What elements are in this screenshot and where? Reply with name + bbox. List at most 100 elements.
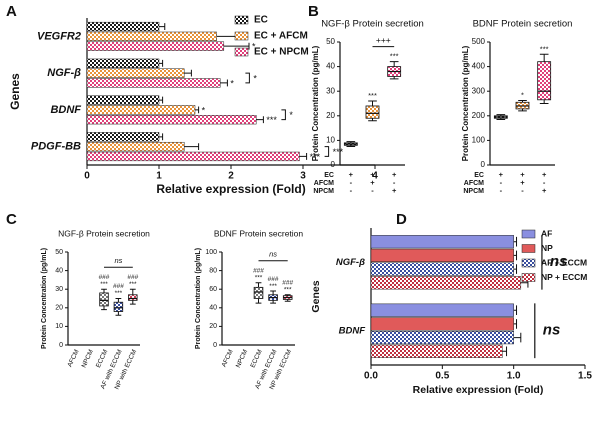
y-tick-label: 80 (209, 267, 217, 274)
panel-letter: B (308, 3, 319, 20)
error-bar (502, 346, 508, 357)
x-tick-label: 0.0 (364, 371, 378, 382)
legend-label: EC + AFCM (254, 31, 308, 42)
bar (86, 41, 225, 51)
bracket-label: * (253, 73, 257, 83)
significance-label: *** (266, 115, 277, 125)
bar (86, 151, 300, 162)
y-tick-label: 0 (481, 160, 486, 169)
x-tick-label: ECCM (95, 349, 109, 369)
y-axis-title: Protein Concentration (pg/mL) (195, 248, 202, 349)
y-tick-label: 20 (55, 305, 63, 312)
y-axis-title: Protein Concentration (pg/mL) (461, 45, 470, 161)
bar (370, 248, 514, 263)
bracket (324, 146, 330, 157)
y-axis-title: Protein Concentration (pg/mL) (41, 248, 48, 349)
significance-label: ### (113, 283, 124, 290)
x-tick-label: NPCM (235, 349, 249, 369)
bracket (281, 109, 286, 121)
category-label: NGF-β (336, 257, 365, 268)
condition-sign: - (350, 178, 353, 187)
legend-swatch (234, 31, 249, 41)
x-tick-label: 1.5 (578, 371, 592, 382)
bar (370, 276, 522, 290)
legend-label: AF (541, 228, 552, 238)
y-tick-label: 40 (209, 305, 217, 312)
y-tick-label: 400 (472, 62, 486, 71)
bracket-label: * (289, 110, 293, 120)
error-bar (159, 133, 164, 141)
category-label: NGF-β (47, 67, 81, 79)
y-tick-label: 30 (55, 286, 63, 293)
condition-sign: - (393, 178, 396, 187)
y-tick-label: 40 (55, 267, 63, 274)
x-tick-label: 1.0 (507, 371, 521, 382)
chart-title: NGF-β Protein secretion (58, 228, 150, 238)
x-tick-label: 3 (300, 171, 306, 182)
significance-label: ### (253, 267, 264, 274)
y-tick-label: 100 (472, 136, 486, 145)
legend-swatch (521, 229, 536, 239)
y-tick-label: 40 (326, 62, 335, 71)
significance-label: * (230, 78, 234, 88)
condition-sign: + (520, 178, 525, 187)
legend-swatch (521, 273, 536, 282)
error-bar (299, 152, 308, 160)
significance-label: * (252, 42, 256, 52)
bar (370, 303, 514, 317)
condition-sign: + (392, 170, 397, 179)
box (128, 294, 138, 301)
panel-letter: D (396, 211, 407, 228)
y-axis-title: Genes (8, 73, 22, 110)
category-label: BDNF (339, 325, 366, 336)
panel-letter: A (6, 3, 17, 20)
bracket-label: *** (333, 147, 344, 157)
significance-label: *** (255, 274, 263, 281)
bar (370, 262, 514, 276)
x-tick-label: 4 (372, 171, 378, 182)
x-axis-title: Relative expression (Fold) (156, 182, 305, 196)
x-axis-title: Relative expression (Fold) (413, 384, 544, 396)
y-tick-label: 20 (326, 111, 335, 120)
bracket-label: +++ (376, 35, 391, 45)
legend-swatch (234, 47, 249, 57)
condition-sign: - (500, 178, 503, 187)
legend-label: EC (254, 15, 268, 26)
error-bar (256, 116, 264, 124)
x-tick-label: 2 (228, 171, 234, 182)
bracket (245, 72, 250, 84)
error-bar (184, 143, 200, 151)
condition-sign: - (500, 186, 503, 195)
significance-label: *** (540, 44, 549, 53)
chart-title: BDNF Protein secretion (473, 19, 573, 30)
y-tick-label: 10 (326, 136, 335, 145)
y-tick-label: 50 (55, 249, 63, 256)
significance-label: ### (268, 276, 279, 283)
y-tick-label: 200 (472, 111, 486, 120)
error-bar (195, 106, 200, 114)
significance-label: ### (282, 279, 293, 286)
condition-label: EC (324, 172, 334, 179)
box (365, 105, 380, 119)
significance-label: *** (100, 281, 108, 288)
condition-sign: + (349, 170, 354, 179)
condition-label: EC (474, 172, 484, 179)
error-bar (220, 79, 228, 87)
bar (370, 235, 514, 249)
error-bar (513, 305, 518, 315)
y-axis-title: Protein Concentration (pg/mL) (311, 45, 320, 161)
legend-swatch (521, 258, 536, 268)
x-tick-label: AFCM (66, 349, 80, 369)
condition-sign: + (542, 170, 547, 179)
bar (86, 68, 185, 78)
bar (370, 344, 503, 358)
error-bar (159, 23, 166, 31)
error-bar (159, 96, 164, 104)
y-tick-label: 500 (472, 37, 486, 46)
y-axis-title: Genes (310, 280, 322, 312)
error-bar (159, 59, 164, 67)
bar (86, 115, 257, 125)
x-tick-label: ECCM (249, 349, 263, 369)
error-bar (184, 69, 192, 77)
